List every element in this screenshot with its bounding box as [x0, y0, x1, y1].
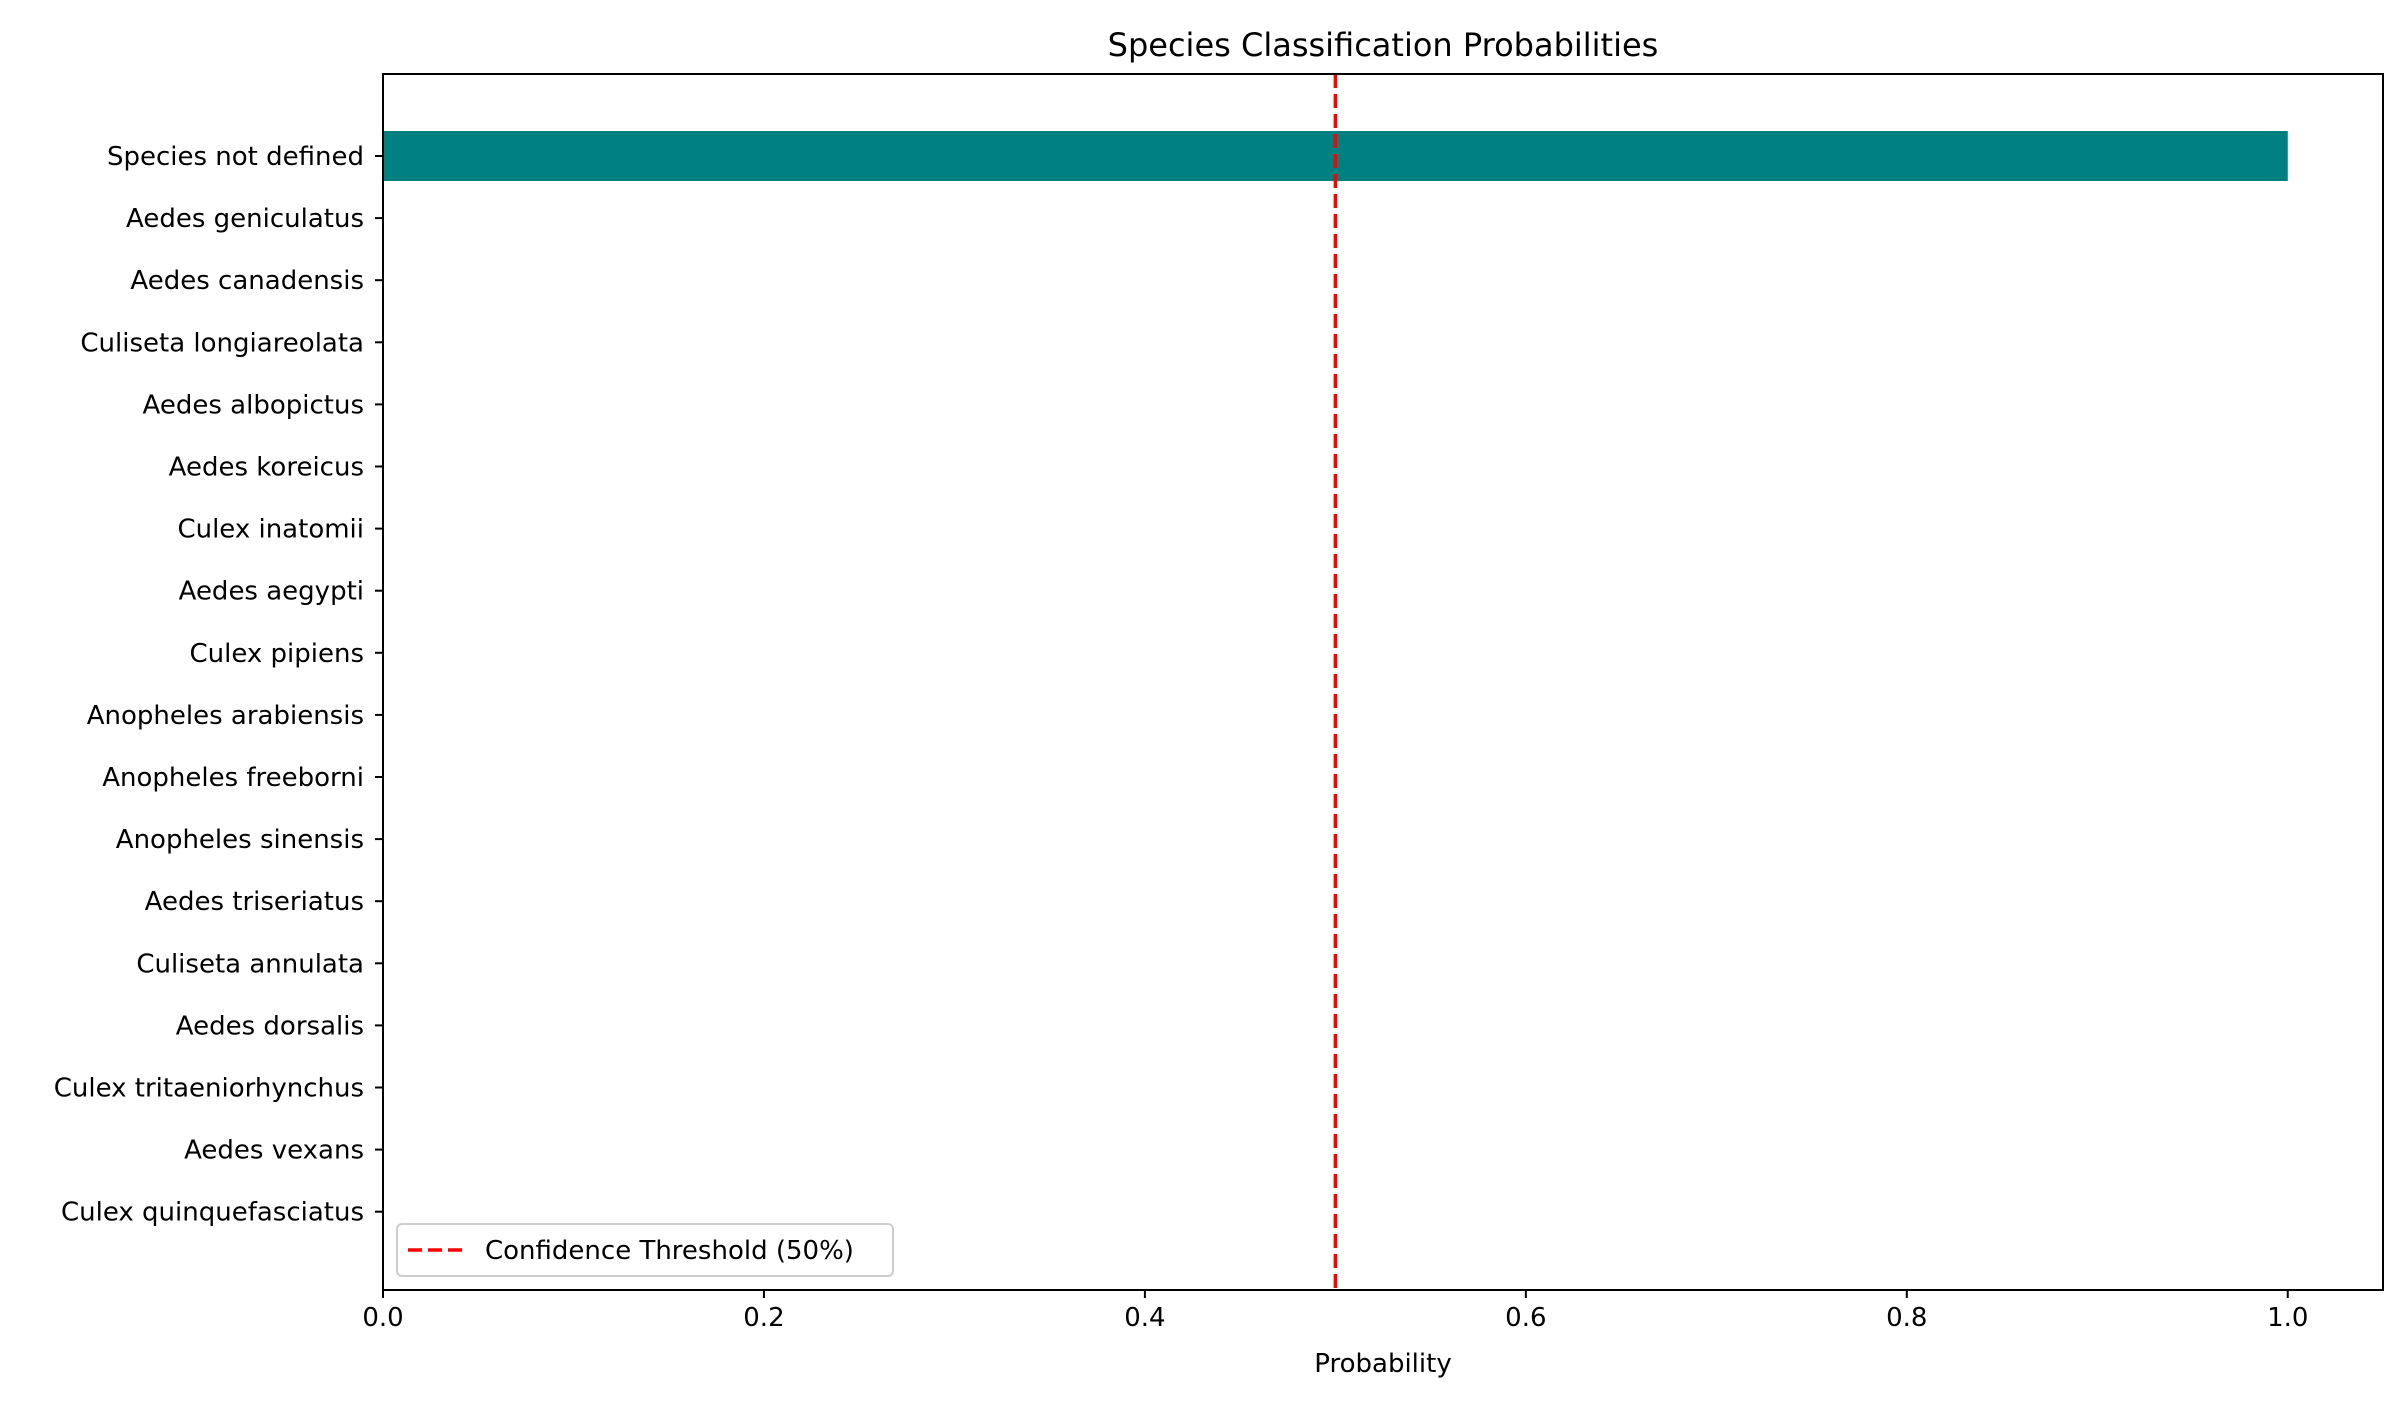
y-tick-label: Culex inatomii	[177, 515, 364, 545]
plot-frame	[382, 73, 2384, 1291]
y-tick-label: Aedes albopictus	[143, 390, 364, 420]
y-tick-label: Anopheles freeborni	[102, 763, 364, 793]
y-tick-label: Anopheles sinensis	[116, 825, 364, 855]
legend-threshold-label: Confidence Threshold (50%)	[485, 1236, 854, 1266]
x-tick-label: 0.6	[1505, 1303, 1546, 1333]
y-tick-label: Culex quinquefasciatus	[61, 1198, 364, 1228]
y-tick-label: Aedes canadensis	[130, 266, 364, 296]
x-tick-label: 0.4	[1124, 1303, 1165, 1333]
x-tick-label: 0.8	[1886, 1303, 1927, 1333]
y-tick-label: Culex tritaeniorhynchus	[54, 1074, 364, 1104]
y-tick-label: Culex pipiens	[189, 639, 364, 669]
y-tick-label: Culiseta annulata	[136, 949, 364, 979]
y-tick-label: Aedes aegypti	[179, 577, 364, 607]
y-tick-label: Aedes geniculatus	[126, 204, 364, 234]
y-tick-label: Species not defined	[107, 142, 364, 172]
legend-box	[396, 1223, 894, 1277]
y-tick-label: Aedes koreicus	[169, 453, 364, 483]
chart-title: Species Classification Probabilities	[1108, 26, 1659, 64]
y-tick-label: Aedes triseriatus	[145, 887, 364, 917]
x-axis-ticks: 0.0 0.2 0.4 0.6 0.8 1.0	[362, 1290, 2308, 1333]
legend: Confidence Threshold (50%)	[396, 1223, 894, 1277]
y-tick-label: Anopheles arabiensis	[87, 701, 364, 731]
y-tick-label: Culiseta longiareolata	[80, 328, 364, 358]
y-tick-label: Aedes vexans	[184, 1136, 364, 1166]
x-tick-label: 0.0	[362, 1303, 403, 1333]
y-axis-ticks: Species not defined Aedes geniculatus Aede…	[54, 142, 383, 1228]
x-axis-label: Probability	[1314, 1349, 1451, 1379]
y-tick-label: Aedes dorsalis	[176, 1011, 364, 1041]
x-tick-label: 0.2	[743, 1303, 784, 1333]
x-tick-label: 1.0	[2267, 1303, 2308, 1333]
